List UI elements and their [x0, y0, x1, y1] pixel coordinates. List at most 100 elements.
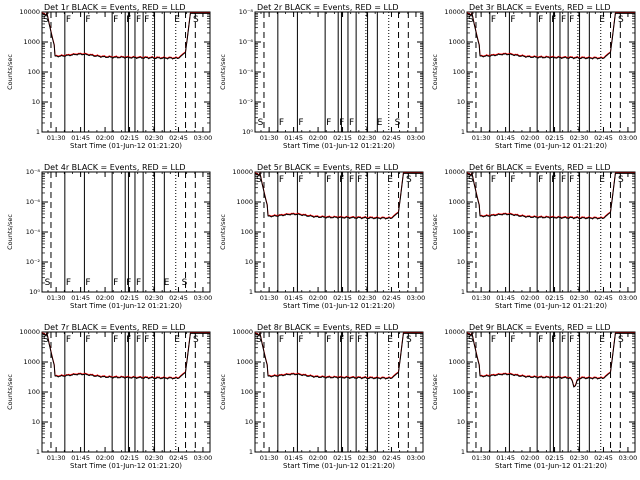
x-tick-label: 01:45 [496, 134, 515, 142]
x-tick-label: 02:15 [120, 294, 139, 302]
flag-marker: F [569, 175, 574, 185]
panel-title: Det 7r BLACK = Events, RED = LLD [44, 323, 186, 332]
flag-marker: F [339, 175, 344, 185]
x-tick-label: 02:30 [570, 454, 589, 462]
x-tick-label: 03:00 [619, 294, 638, 302]
panel-title: Det 2r BLACK = Events, RED = LLD [257, 3, 399, 12]
x-tick-label: 02:45 [382, 134, 401, 142]
x-tick-label: 02:00 [521, 454, 540, 462]
x-tick-label: 01:45 [284, 134, 303, 142]
plot-frame [41, 11, 211, 133]
panel-title: Det 6r BLACK = Events, RED = LLD [469, 163, 611, 172]
series-events-line [41, 331, 210, 380]
x-tick-label: 02:15 [545, 454, 564, 462]
y-tick-label: 1000 [23, 358, 40, 366]
x-tick-label: 03:00 [619, 454, 638, 462]
x-axis-label: Start Time (01-Jun-12 01:21:20) [70, 302, 182, 310]
x-tick-label: 02:15 [333, 134, 352, 142]
y-tick-label: 10⁻⁶ [239, 38, 254, 46]
x-tick-label: 02:45 [169, 134, 188, 142]
flag-marker: F [357, 335, 362, 345]
flag-marker: F [136, 335, 141, 345]
flag-marker: F [326, 335, 331, 345]
x-tick-label: 01:30 [260, 134, 279, 142]
y-tick-label: 1 [461, 288, 465, 296]
x-tick-label: 01:30 [260, 454, 279, 462]
x-tick-label: 02:30 [570, 134, 589, 142]
x-tick-label: 02:30 [358, 294, 377, 302]
series-lld-line [41, 11, 210, 60]
flag-marker: F [279, 175, 284, 185]
flag-marker: F [279, 335, 284, 345]
flag-marker: S [468, 15, 474, 25]
detector-panel-1: Det 1r BLACK = Events, RED = LLD 01:30 01:… [6, 3, 212, 150]
flag-marker: F [279, 118, 284, 128]
flag-marker: F [113, 278, 118, 288]
y-tick-label: 10⁻² [26, 258, 41, 266]
flag-marker: S [406, 175, 412, 185]
flag-marker: S [193, 335, 199, 345]
flag-marker: F [538, 335, 543, 345]
flag-marker: F [349, 335, 354, 345]
x-axis-label: Start Time (01-Jun-12 01:21:20) [495, 142, 607, 150]
y-axis-label: Counts/sec [6, 54, 14, 90]
x-tick-label: 02:15 [545, 294, 564, 302]
series-lld-line [254, 331, 423, 380]
y-tick-label: 1 [249, 448, 253, 456]
flag-marker: S [256, 335, 262, 345]
flag-marker: F [66, 15, 71, 25]
detector-panel-4: Det 4r BLACK = Events, RED = LLD 01:30 01:… [6, 163, 212, 310]
detector-panel-5: Det 5r BLACK = Events, RED = LLD 01:30 01:… [219, 163, 425, 310]
y-tick-label: 10⁻⁴ [239, 68, 254, 76]
flag-marker: E [599, 335, 605, 345]
panel-title: Det 9r BLACK = Events, RED = LLD [469, 323, 611, 332]
flag-marker: F [491, 15, 496, 25]
x-tick-label: 02:45 [594, 134, 613, 142]
series-lld-line [466, 171, 635, 220]
x-tick-label: 01:45 [496, 294, 515, 302]
x-tick-label: 02:00 [521, 134, 540, 142]
flag-marker: F [561, 335, 566, 345]
x-tick-label: 03:00 [407, 134, 426, 142]
flag-marker: F [510, 335, 515, 345]
flag-marker: F [85, 15, 90, 25]
detector-panel-8: Det 8r BLACK = Events, RED = LLD 01:30 01:… [219, 323, 425, 470]
flag-marker: F [491, 335, 496, 345]
x-tick-label: 01:30 [47, 454, 66, 462]
x-tick-label: 02:30 [358, 134, 377, 142]
panel-title: Det 5r BLACK = Events, RED = LLD [257, 163, 399, 172]
detector-panel-2: Det 2r BLACK = Events, RED = LLD 01:30 01:… [219, 3, 425, 150]
flag-marker: F [298, 118, 303, 128]
panel-title: Det 8r BLACK = Events, RED = LLD [257, 323, 399, 332]
flag-marker: S [193, 15, 199, 25]
flag-marker: F [144, 15, 149, 25]
x-tick-label: 02:45 [382, 294, 401, 302]
flag-marker: F [126, 335, 131, 345]
x-axis-label: Start Time (01-Jun-12 01:21:20) [70, 142, 182, 150]
flag-marker: F [538, 175, 543, 185]
y-axis-label: Counts/sec [219, 214, 227, 250]
x-tick-label: 03:00 [194, 134, 213, 142]
y-axis-label: Counts/sec [431, 54, 439, 90]
x-tick-label: 02:00 [309, 454, 328, 462]
x-tick-label: 01:45 [71, 454, 90, 462]
y-tick-label: 10 [32, 418, 40, 426]
x-axis-label: Start Time (01-Jun-12 01:21:20) [70, 462, 182, 470]
y-tick-label: 10 [245, 418, 253, 426]
x-tick-label: 01:30 [472, 454, 491, 462]
y-tick-label: 1000 [23, 38, 40, 46]
y-tick-label: 10000 [232, 328, 253, 336]
series-events-line [466, 331, 635, 388]
y-tick-label: 1 [249, 288, 253, 296]
flag-marker: F [126, 15, 131, 25]
y-tick-label: 1 [36, 128, 40, 136]
y-tick-label: 10000 [232, 168, 253, 176]
flag-marker: S [182, 278, 188, 288]
y-axis-label: Counts/sec [431, 374, 439, 410]
x-axis-label: Start Time (01-Jun-12 01:21:20) [495, 462, 607, 470]
flag-marker: F [326, 175, 331, 185]
y-tick-label: 10⁰ [242, 128, 253, 136]
x-tick-label: 02:00 [96, 294, 115, 302]
y-tick-label: 10⁻⁴ [26, 228, 41, 236]
